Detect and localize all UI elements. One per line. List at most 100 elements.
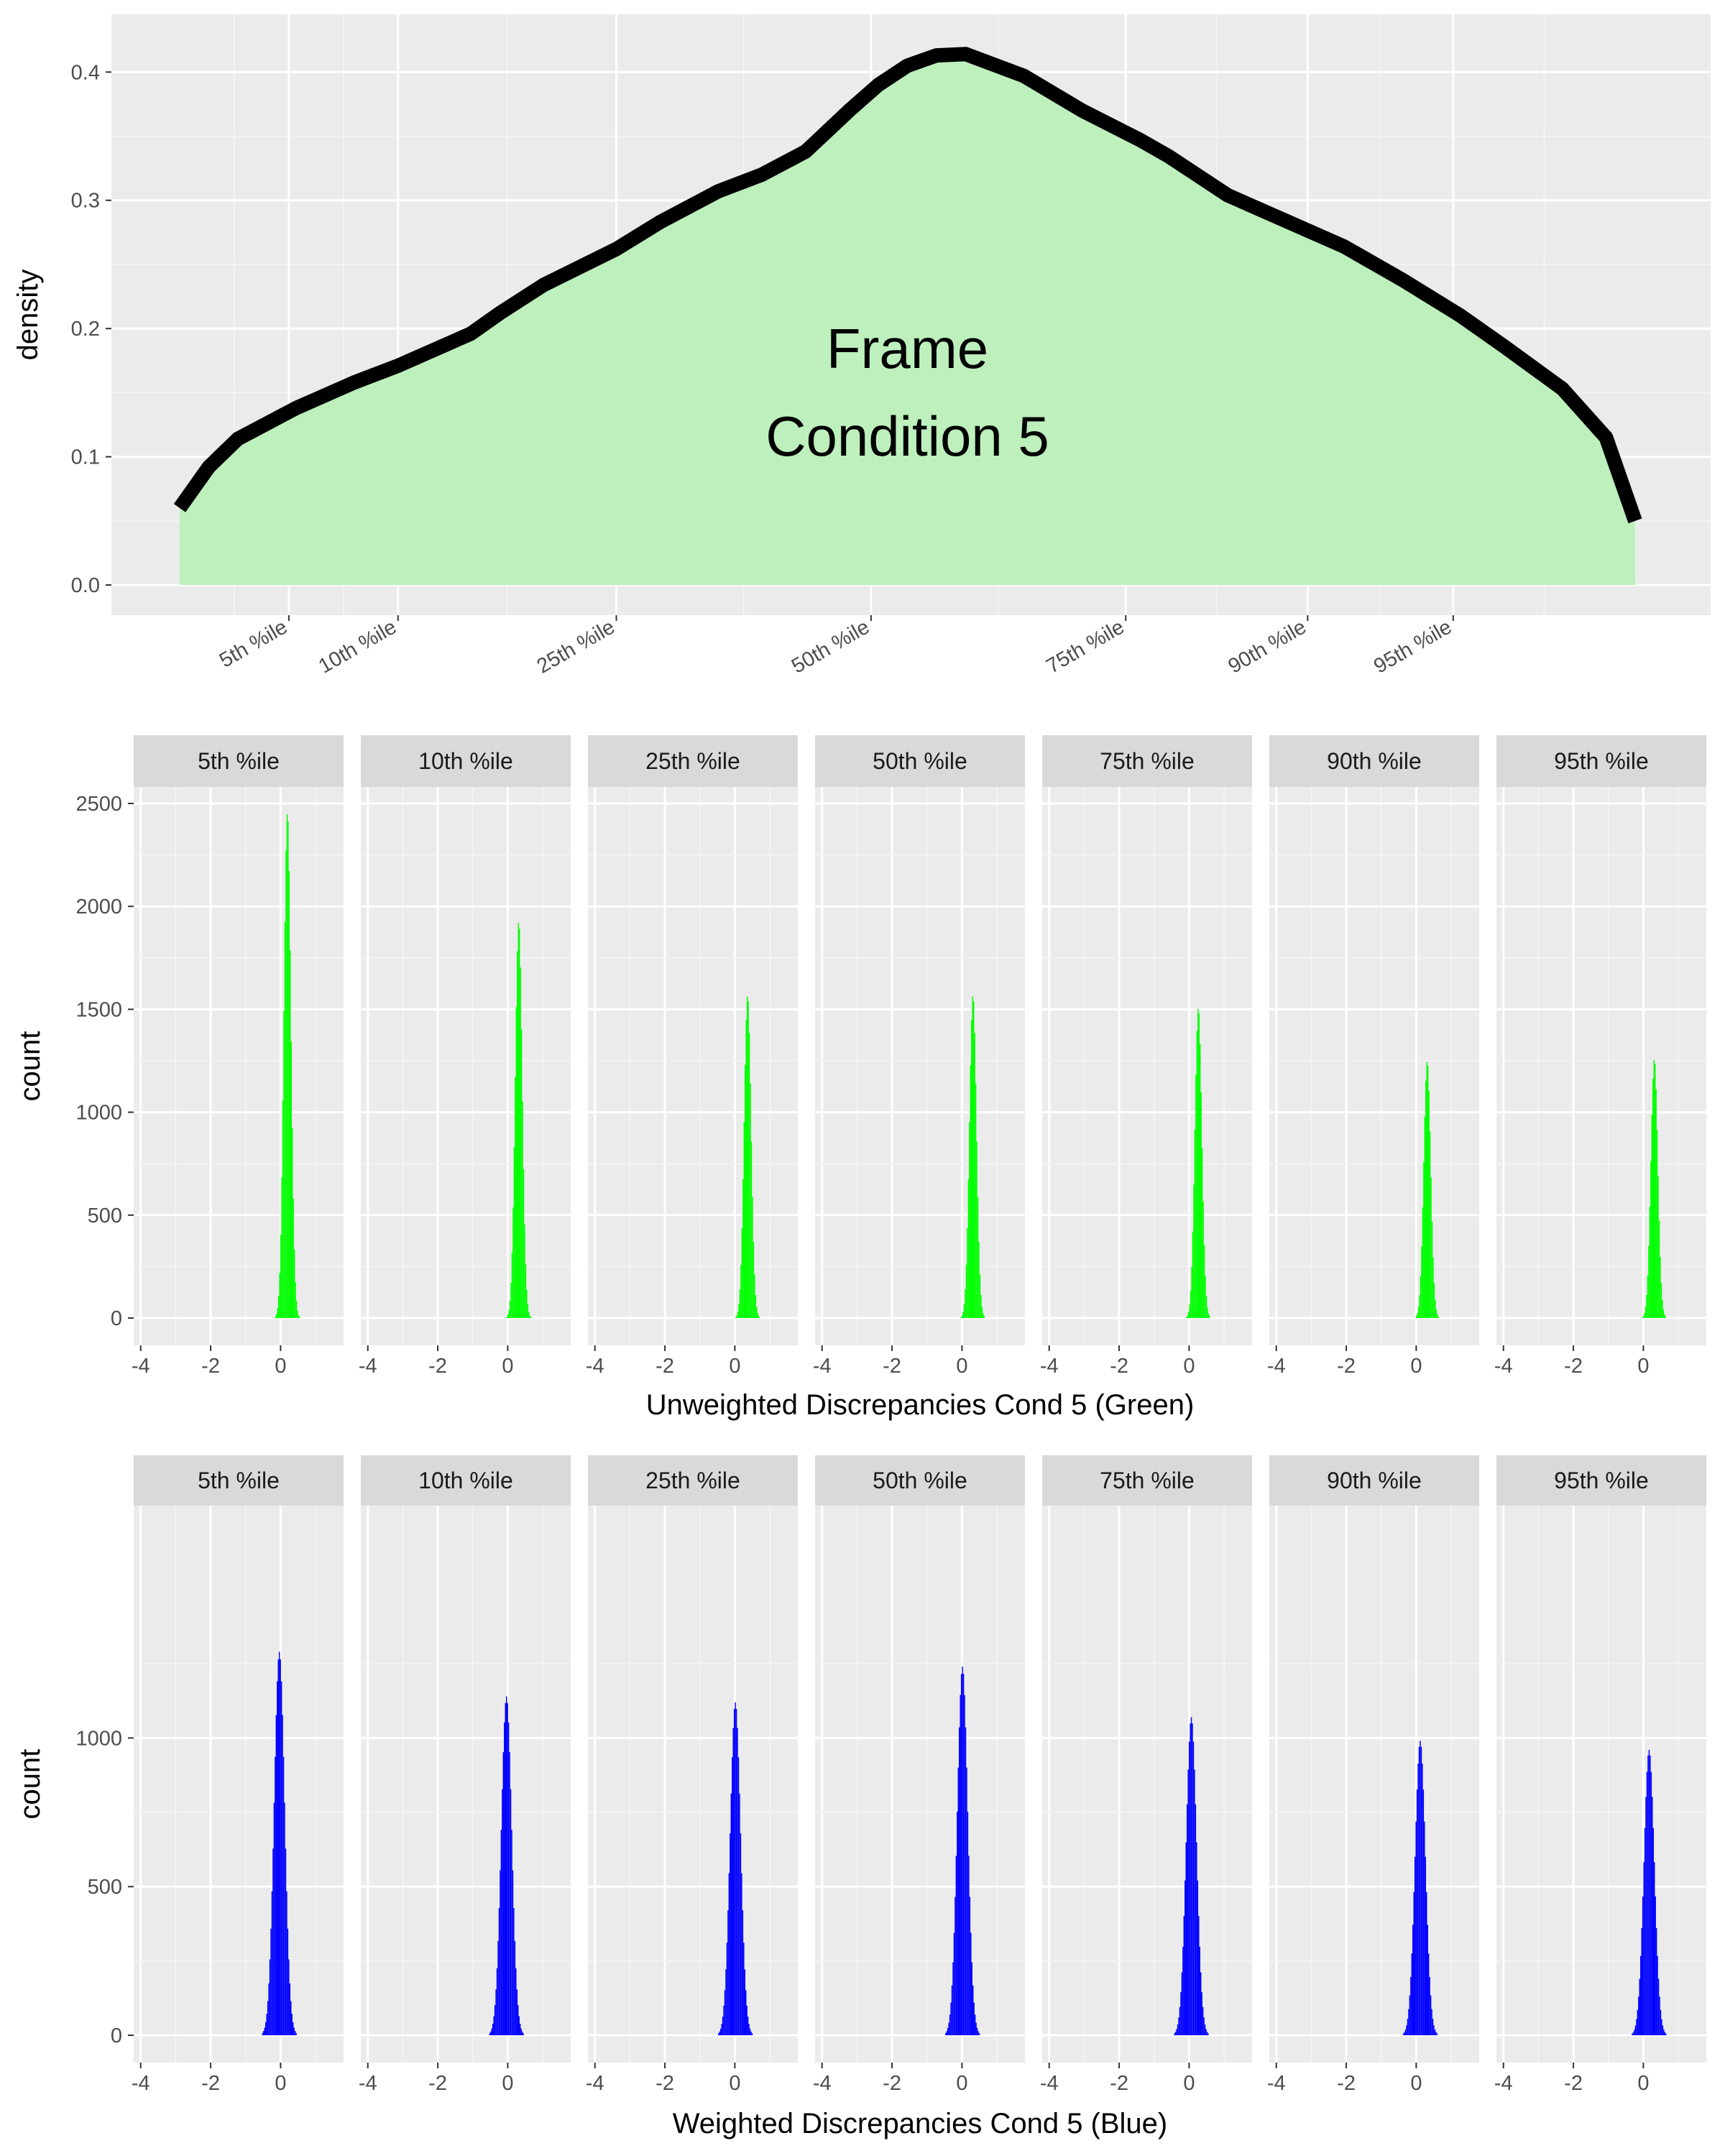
histogram-bar (1176, 2029, 1177, 2035)
histogram-bar (285, 850, 287, 1318)
histogram-bar (512, 1207, 514, 1318)
x-tick-label: 0 (956, 2072, 967, 2095)
strip-label-95th-ile: 95th %ile (1554, 748, 1649, 774)
strip-label-90th-ile: 90th %ile (1327, 748, 1422, 774)
histogram-bar (1197, 1880, 1199, 2035)
histogram-bar (1205, 1296, 1208, 1318)
histogram-bar (277, 1659, 279, 2035)
x-tick-label: -4 (1040, 1355, 1059, 1378)
histogram-bar (1427, 1953, 1430, 2035)
histogram-bar (1190, 1717, 1192, 2035)
histogram-bar (745, 1019, 747, 1318)
histogram-bar (1665, 1316, 1667, 1318)
y-tick-label: 1000 (75, 1727, 122, 1750)
strip-25th-ile (588, 735, 798, 787)
histogram-bar (1662, 2025, 1664, 2035)
histogram-bar (965, 1265, 967, 1318)
histogram-bar (1650, 1772, 1652, 2035)
histogram-bar (737, 1312, 739, 1318)
x-tick-label: -2 (883, 2072, 901, 2095)
histogram-bar (290, 2001, 292, 2035)
histogram-bar (1658, 1220, 1660, 1318)
x-tick-label: 0 (1183, 2072, 1195, 2095)
density-y-tick-label: 0.4 (71, 61, 100, 84)
histogram-bar (1423, 1161, 1425, 1318)
histogram-bar (1632, 2032, 1634, 2035)
histogram-bar (290, 1041, 292, 1318)
histogram-bar (268, 1983, 270, 2035)
histogram-bar (1418, 1746, 1420, 2035)
histogram-bar (967, 1179, 970, 1318)
histogram-bar (288, 1959, 290, 2035)
strip-label-50th-ile: 50th %ile (873, 748, 967, 774)
histogram-bar (1430, 1177, 1432, 1318)
histogram-bar (1406, 2025, 1407, 2035)
histogram-bar (962, 1674, 965, 2035)
histogram-bar (723, 2005, 724, 2035)
histogram-bar (976, 2027, 978, 2035)
histogram-bar (1643, 1862, 1644, 2035)
histogram-bar (1654, 1862, 1655, 2035)
x-tick-label: 0 (956, 1355, 967, 1378)
strip-label-95th-ile: 95th %ile (1554, 1468, 1649, 1493)
histogram-bar (506, 1317, 507, 1318)
histogram-bar (279, 1273, 280, 1318)
histogram-bar (746, 996, 748, 1318)
histogram-bar (264, 2027, 265, 2035)
histogram-bar (753, 1242, 755, 1318)
y-axis-title: count (14, 1749, 46, 1820)
histogram-bar (1660, 2009, 1662, 2035)
histogram-bar (751, 2033, 753, 2035)
strip-label-75th-ile: 75th %ile (1100, 1468, 1195, 1493)
histogram-bar (1420, 1746, 1422, 2035)
y-tick-label: 2000 (75, 895, 122, 918)
histogram-bar (286, 814, 288, 1318)
histogram-bar (494, 2005, 496, 2035)
histogram-bar (1421, 1246, 1422, 1318)
density-y-tick-label: 0.1 (71, 446, 100, 469)
histogram-bar (507, 1314, 509, 1318)
histogram-bar (978, 2032, 980, 2035)
histogram-bar (1198, 1915, 1200, 2035)
histogram-bar (280, 1235, 282, 1318)
histogram-bar (1195, 1074, 1197, 1318)
histogram-bar (957, 1767, 960, 2035)
histogram-bar (754, 1274, 755, 1318)
histogram-bar (740, 1833, 742, 2035)
x-tick-label: -4 (1267, 2072, 1286, 2095)
x-tick-label: -4 (586, 1355, 604, 1378)
histogram-bar (495, 1989, 497, 2035)
histogram-bar (278, 1651, 280, 2035)
histogram-bar (1185, 1842, 1187, 2035)
x-tick-label: -2 (1110, 1355, 1128, 1378)
histogram-bar (1642, 1316, 1644, 1318)
histogram-bar (962, 1312, 964, 1318)
histogram-bar (719, 2031, 720, 2035)
histogram-bar (500, 1829, 502, 2035)
histogram-bar (1187, 1769, 1189, 2035)
annotation-line-2: Condition 5 (765, 405, 1049, 468)
histogram-bar (1646, 1294, 1647, 1318)
x-tick-label: -4 (1494, 1355, 1513, 1378)
x-tick-label: 0 (1637, 1355, 1649, 1378)
histogram-bar (718, 2033, 719, 2035)
histogram-bar (523, 1169, 525, 1318)
histogram-bar (1202, 2007, 1204, 2035)
histogram-bar (1208, 1313, 1210, 1318)
histogram-bar (1203, 2017, 1205, 2035)
y-tick-label: 0 (111, 1307, 122, 1330)
x-tick-label: -2 (1337, 2072, 1356, 2095)
histogram-bar (1420, 1276, 1422, 1318)
x-tick-label: -4 (132, 1355, 150, 1378)
histogram-bar (513, 1908, 515, 2035)
strip-label-25th-ile: 25th %ile (645, 1468, 740, 1493)
histogram-bar (1178, 2017, 1179, 2035)
histogram-bar (1195, 1804, 1197, 2035)
panel-background-10th-ile (361, 787, 571, 1345)
histogram-bar (267, 2001, 269, 2035)
histogram-bar (272, 1848, 274, 2035)
histogram-bar (980, 1295, 982, 1318)
histogram-bar (974, 1033, 975, 1318)
histogram-bar (756, 1307, 758, 1318)
panel-background-10th-ile (361, 1506, 571, 2063)
